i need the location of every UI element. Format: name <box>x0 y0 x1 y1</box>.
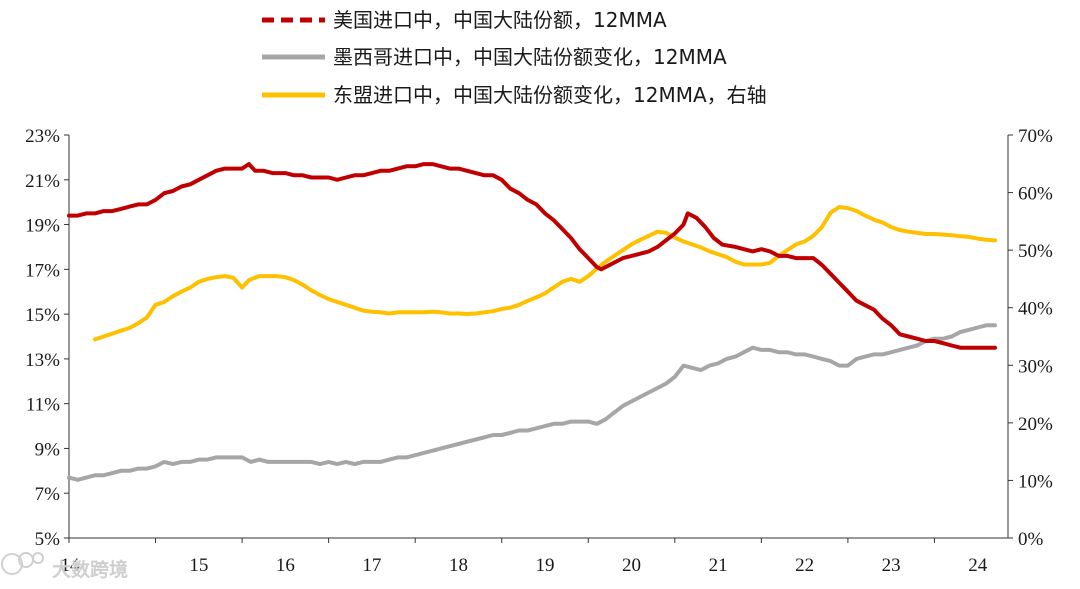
y-left-tick-label: 15% <box>25 305 60 326</box>
y-right-tick-label: 70% <box>1018 126 1053 147</box>
series-line-2 <box>93 205 997 342</box>
y-right-tick-label: 20% <box>1018 414 1053 435</box>
y-left-tick-label: 17% <box>25 260 60 281</box>
y-left-tick-label: 23% <box>25 126 60 147</box>
y-right-tick-label: 30% <box>1018 356 1053 377</box>
legend-label-1: 墨西哥进口中，中国大陆份额变化，12MMA <box>333 45 727 69</box>
x-tick-label: 23 <box>882 555 901 576</box>
legend: 美国进口中，中国大陆份额，12MMA 墨西哥进口中，中国大陆份额变化，12MMA 东… <box>262 8 767 107</box>
y-right-tick-label: 40% <box>1018 299 1053 320</box>
x-tick-label: 15 <box>189 555 208 576</box>
x-tick-label: 20 <box>622 555 641 576</box>
y-left-tick-label: 21% <box>25 171 60 192</box>
legend-label-2: 东盟进口中，中国大陆份额变化，12MMA，右轴 <box>333 83 767 107</box>
legend-label-0: 美国进口中，中国大陆份额，12MMA <box>333 8 667 32</box>
y-left-tick-label: 19% <box>25 216 60 237</box>
y-left-tick-label: 11% <box>26 395 60 416</box>
x-tick-label: 14 <box>61 555 81 576</box>
watermark-text: 大数跨境 <box>52 558 128 581</box>
x-tick-label: 22 <box>795 555 814 576</box>
y-left-tick-label: 5% <box>35 529 61 550</box>
x-tick-label: 16 <box>276 555 295 576</box>
y-left-tick-label: 13% <box>25 350 60 371</box>
axes: 5% 7% 9% 11% 13% 15% 17% 19% 21% 23% 0% 10% 20% 30% 40… <box>25 126 1053 576</box>
y-left-tick-label: 7% <box>35 484 61 505</box>
owl-logo-icon <box>1 552 44 575</box>
series-line-1 <box>67 323 997 482</box>
series-line-0 <box>67 162 997 350</box>
x-tick-label: 21 <box>709 555 728 576</box>
y-left-tick-label: 9% <box>35 439 61 460</box>
x-tick-label: 19 <box>535 555 554 576</box>
y-right-tick-label: 60% <box>1018 184 1053 205</box>
series-layer <box>67 162 997 482</box>
x-tick-label: 24 <box>968 555 988 576</box>
x-tick-label: 18 <box>449 555 468 576</box>
y-right-tick-label: 10% <box>1018 471 1053 492</box>
x-tick-label: 17 <box>362 555 381 576</box>
y-right-tick-label: 50% <box>1018 241 1053 262</box>
watermark: 大数跨境 <box>1 552 128 581</box>
y-right-tick-label: 0% <box>1018 529 1044 550</box>
